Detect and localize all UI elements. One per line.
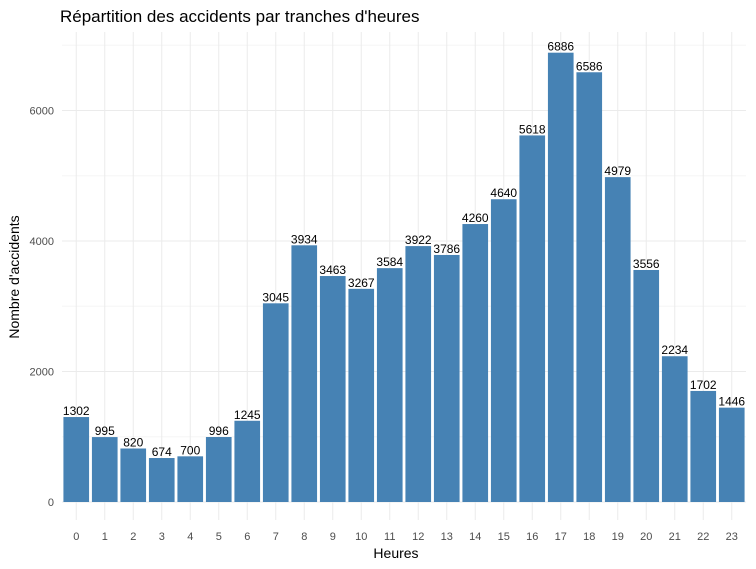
- bar-value-label: 1446: [718, 395, 745, 409]
- bar-hour-23: [718, 407, 745, 502]
- bar-hour-3: [148, 458, 175, 502]
- bar-hour-13: [433, 254, 460, 502]
- x-tick-label: 17: [555, 531, 567, 543]
- x-tick-label: 16: [526, 531, 538, 543]
- bar-value-label: 1302: [63, 404, 90, 418]
- bar-value-label: 1702: [690, 378, 717, 392]
- bars: [63, 52, 745, 503]
- x-tick-label: 2: [130, 531, 136, 543]
- bar-hour-16: [519, 135, 546, 502]
- x-axis-label: Heures: [373, 545, 418, 561]
- x-tick-label: 13: [441, 531, 453, 543]
- bar-value-label: 700: [180, 443, 200, 457]
- bar-hour-1: [91, 437, 118, 502]
- bar-hour-0: [63, 417, 90, 502]
- bar-hour-19: [604, 177, 631, 503]
- x-tick-label: 14: [469, 531, 481, 543]
- bar-value-label: 6886: [547, 40, 574, 54]
- x-tick-label: 23: [726, 531, 738, 543]
- x-tick-label: 8: [301, 531, 307, 543]
- bar-hour-21: [661, 356, 688, 502]
- x-tick-label: 22: [697, 531, 709, 543]
- bar-value-label: 3463: [319, 263, 346, 277]
- x-tick-label: 18: [583, 531, 595, 543]
- y-tick-label: 6000: [30, 106, 54, 118]
- bar-value-label: 4260: [462, 211, 489, 225]
- bar-value-label: 3584: [376, 255, 403, 269]
- bar-hour-2: [120, 448, 147, 502]
- bar-value-label: 996: [209, 424, 229, 438]
- x-tick-label: 21: [669, 531, 681, 543]
- bar-value-label: 4979: [604, 164, 631, 178]
- y-axis-ticks: 0 2000 4000 6000: [30, 106, 54, 510]
- bar-hour-14: [462, 224, 489, 502]
- bar-hour-12: [405, 246, 432, 502]
- x-axis-ticks: 0 1 2 3 4 5 6 7 8 9 10 11 12 13 14 15 16 17 18 19 20 21 22 23: [73, 531, 738, 543]
- bar-hour-7: [262, 303, 289, 502]
- bar-hour-17: [547, 52, 574, 502]
- bar-hour-10: [348, 288, 375, 502]
- bar-value-label: 3267: [348, 276, 375, 290]
- bar-value-label: 3922: [405, 233, 432, 247]
- bar-hour-11: [376, 268, 403, 502]
- x-tick-label: 6: [244, 531, 250, 543]
- bar-hour-20: [633, 269, 660, 502]
- x-tick-label: 7: [273, 531, 279, 543]
- bar-value-label: 5618: [519, 122, 546, 136]
- bar-hour-15: [490, 199, 517, 503]
- bar-value-label: 2234: [661, 343, 688, 357]
- bar-hour-22: [690, 390, 717, 502]
- bar-hour-18: [576, 72, 603, 503]
- bar-value-label: 3045: [262, 290, 289, 304]
- bar-hour-4: [177, 456, 204, 502]
- y-tick-label: 2000: [30, 367, 54, 379]
- bar-hour-6: [234, 420, 261, 502]
- x-tick-label: 4: [187, 531, 193, 543]
- x-tick-label: 19: [612, 531, 624, 543]
- bar-hour-8: [291, 245, 318, 502]
- bar-value-label: 3556: [633, 257, 660, 271]
- bar-value-label: 674: [152, 445, 172, 459]
- bar-value-label: 995: [95, 424, 115, 438]
- bar-value-label: 4640: [490, 186, 517, 200]
- bar-hour-9: [319, 276, 346, 502]
- x-tick-label: 9: [330, 531, 336, 543]
- y-tick-label: 4000: [30, 236, 54, 248]
- bar-value-label: 1245: [234, 408, 261, 422]
- x-tick-label: 11: [384, 531, 395, 543]
- bar-value-label: 3786: [433, 242, 460, 256]
- x-tick-label: 10: [355, 531, 367, 543]
- y-tick-label: 0: [48, 497, 54, 509]
- x-tick-label: 20: [640, 531, 652, 543]
- y-axis-label: Nombre d'accidents: [6, 215, 22, 338]
- bar-hour-5: [205, 437, 232, 502]
- x-tick-label: 1: [102, 531, 108, 543]
- bar-value-label: 3934: [291, 232, 318, 246]
- x-tick-label: 5: [216, 531, 222, 543]
- x-tick-label: 12: [412, 531, 424, 543]
- bar-value-label: 6586: [576, 59, 603, 73]
- x-tick-label: 3: [159, 531, 165, 543]
- chart-title: Répartition des accidents par tranches d…: [60, 7, 420, 26]
- bar-value-label: 820: [123, 435, 143, 449]
- x-tick-label: 0: [73, 531, 79, 543]
- x-tick-label: 15: [498, 531, 510, 543]
